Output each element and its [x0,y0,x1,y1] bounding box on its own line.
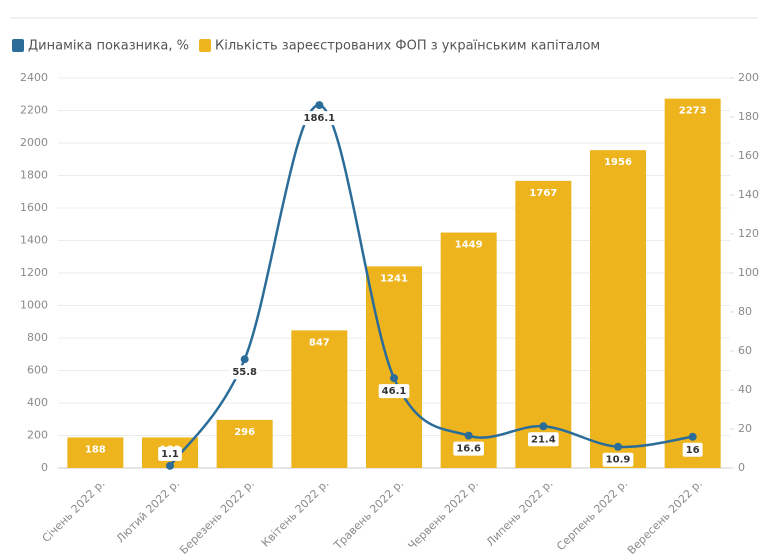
line-point [240,355,249,364]
line-label: 55.8 [232,367,257,378]
line-point [464,431,473,440]
x-tick-label: Вересень 2022 р. [625,477,705,555]
line-label-bg [602,452,634,467]
line-point [315,101,324,110]
y2-tick-label: 20 [738,422,752,435]
x-tick-label: Травень 2022 р. [331,477,407,553]
y2-tick-label: 0 [738,461,745,474]
bar-label: 1241 [380,273,408,284]
y2-tick-label: 40 [738,383,752,396]
y-tick-label: 1400 [20,234,48,247]
line-label-bg [682,442,703,457]
bar-label: 847 [309,337,330,348]
x-tick-label: Серпень 2022 р. [554,477,630,553]
line-label-bg [229,365,261,380]
y2-tick-label: 80 [738,305,752,318]
line-label-group: 55.8 [229,365,261,380]
y-tick-label: 0 [41,461,48,474]
line-label-group: 10.9 [602,452,634,467]
line-label-group: 46.1 [378,384,410,399]
y2-tick-label: 160 [738,149,759,162]
y-tick-label: 2000 [20,136,48,149]
line-label: 1.1 [161,449,179,460]
y-tick-label: 200 [27,429,48,442]
legend-text: Динаміка показника, % [28,39,189,54]
y2-tick-label: 180 [738,110,759,123]
bar [216,419,273,468]
x-tick-label: Червень 2022 р. [405,477,480,552]
line-label-bg [158,446,182,461]
line-label: 46.1 [382,386,407,397]
bar-label: 296 [234,427,255,438]
y2-tick-label: 200 [738,71,759,84]
line-label-bg [378,384,410,399]
line-point [390,374,398,383]
y-tick-label: 400 [27,396,48,409]
line-label: 16.6 [456,444,481,455]
y-tick-label: 1000 [20,299,48,312]
line-label: 16 [686,445,700,456]
bar-label: 1767 [529,188,557,199]
y-tick-label: 2400 [20,71,48,84]
bar-label: 188 [85,444,106,455]
x-tick-label: Березень 2022 р. [177,477,257,555]
x-tick-label: Квітень 2022 р. [259,477,332,550]
bar-label: 1449 [455,240,483,251]
y-tick-label: 2200 [20,104,48,117]
y-tick-label: 1200 [20,266,48,279]
bar-label: 1956 [604,157,632,168]
bar [291,330,348,468]
line-label-group: 16.6 [453,441,485,456]
line-label: 21.4 [531,434,556,445]
x-tick-label: Лютий 2022 р. [114,477,182,545]
line-label-bg [453,441,485,456]
line-label-group: 1.1 [158,446,182,461]
y-tick-label: 800 [27,331,48,344]
y-tick-label: 1600 [20,201,48,214]
y-tick-label: 600 [27,364,48,377]
x-tick-label: Липень 2022 р. [484,477,556,549]
line-point [539,422,548,431]
y2-tick-label: 120 [738,227,759,240]
bar [67,437,124,468]
line-label-group: 186.1 [300,111,339,126]
line-label: 186.1 [304,113,336,124]
y2-tick-label: 100 [738,266,759,279]
bar-label: 2273 [679,106,707,117]
line-point [614,442,622,451]
line-label-group: 21.4 [527,432,559,447]
line-label-group: 16 [682,442,703,457]
line-point [688,432,697,441]
line-label: 10.9 [606,455,631,466]
y2-tick-label: 140 [738,188,759,201]
line-label-bg [300,111,339,126]
y2-tick-label: 60 [738,344,752,357]
legend-swatch [12,39,24,52]
legend-text: Кількість зареєстрованих ФОП з українськ… [215,39,600,54]
bar [515,180,572,469]
line-label-bg [527,432,559,447]
line-point [166,461,174,470]
bar [664,98,721,468]
bar [440,232,497,468]
line [168,103,693,467]
legend-swatch [199,39,212,52]
bar [366,266,422,468]
x-tick-label: Січень 2022 р. [40,477,108,545]
y-tick-label: 1800 [20,169,48,182]
bar [590,150,646,468]
